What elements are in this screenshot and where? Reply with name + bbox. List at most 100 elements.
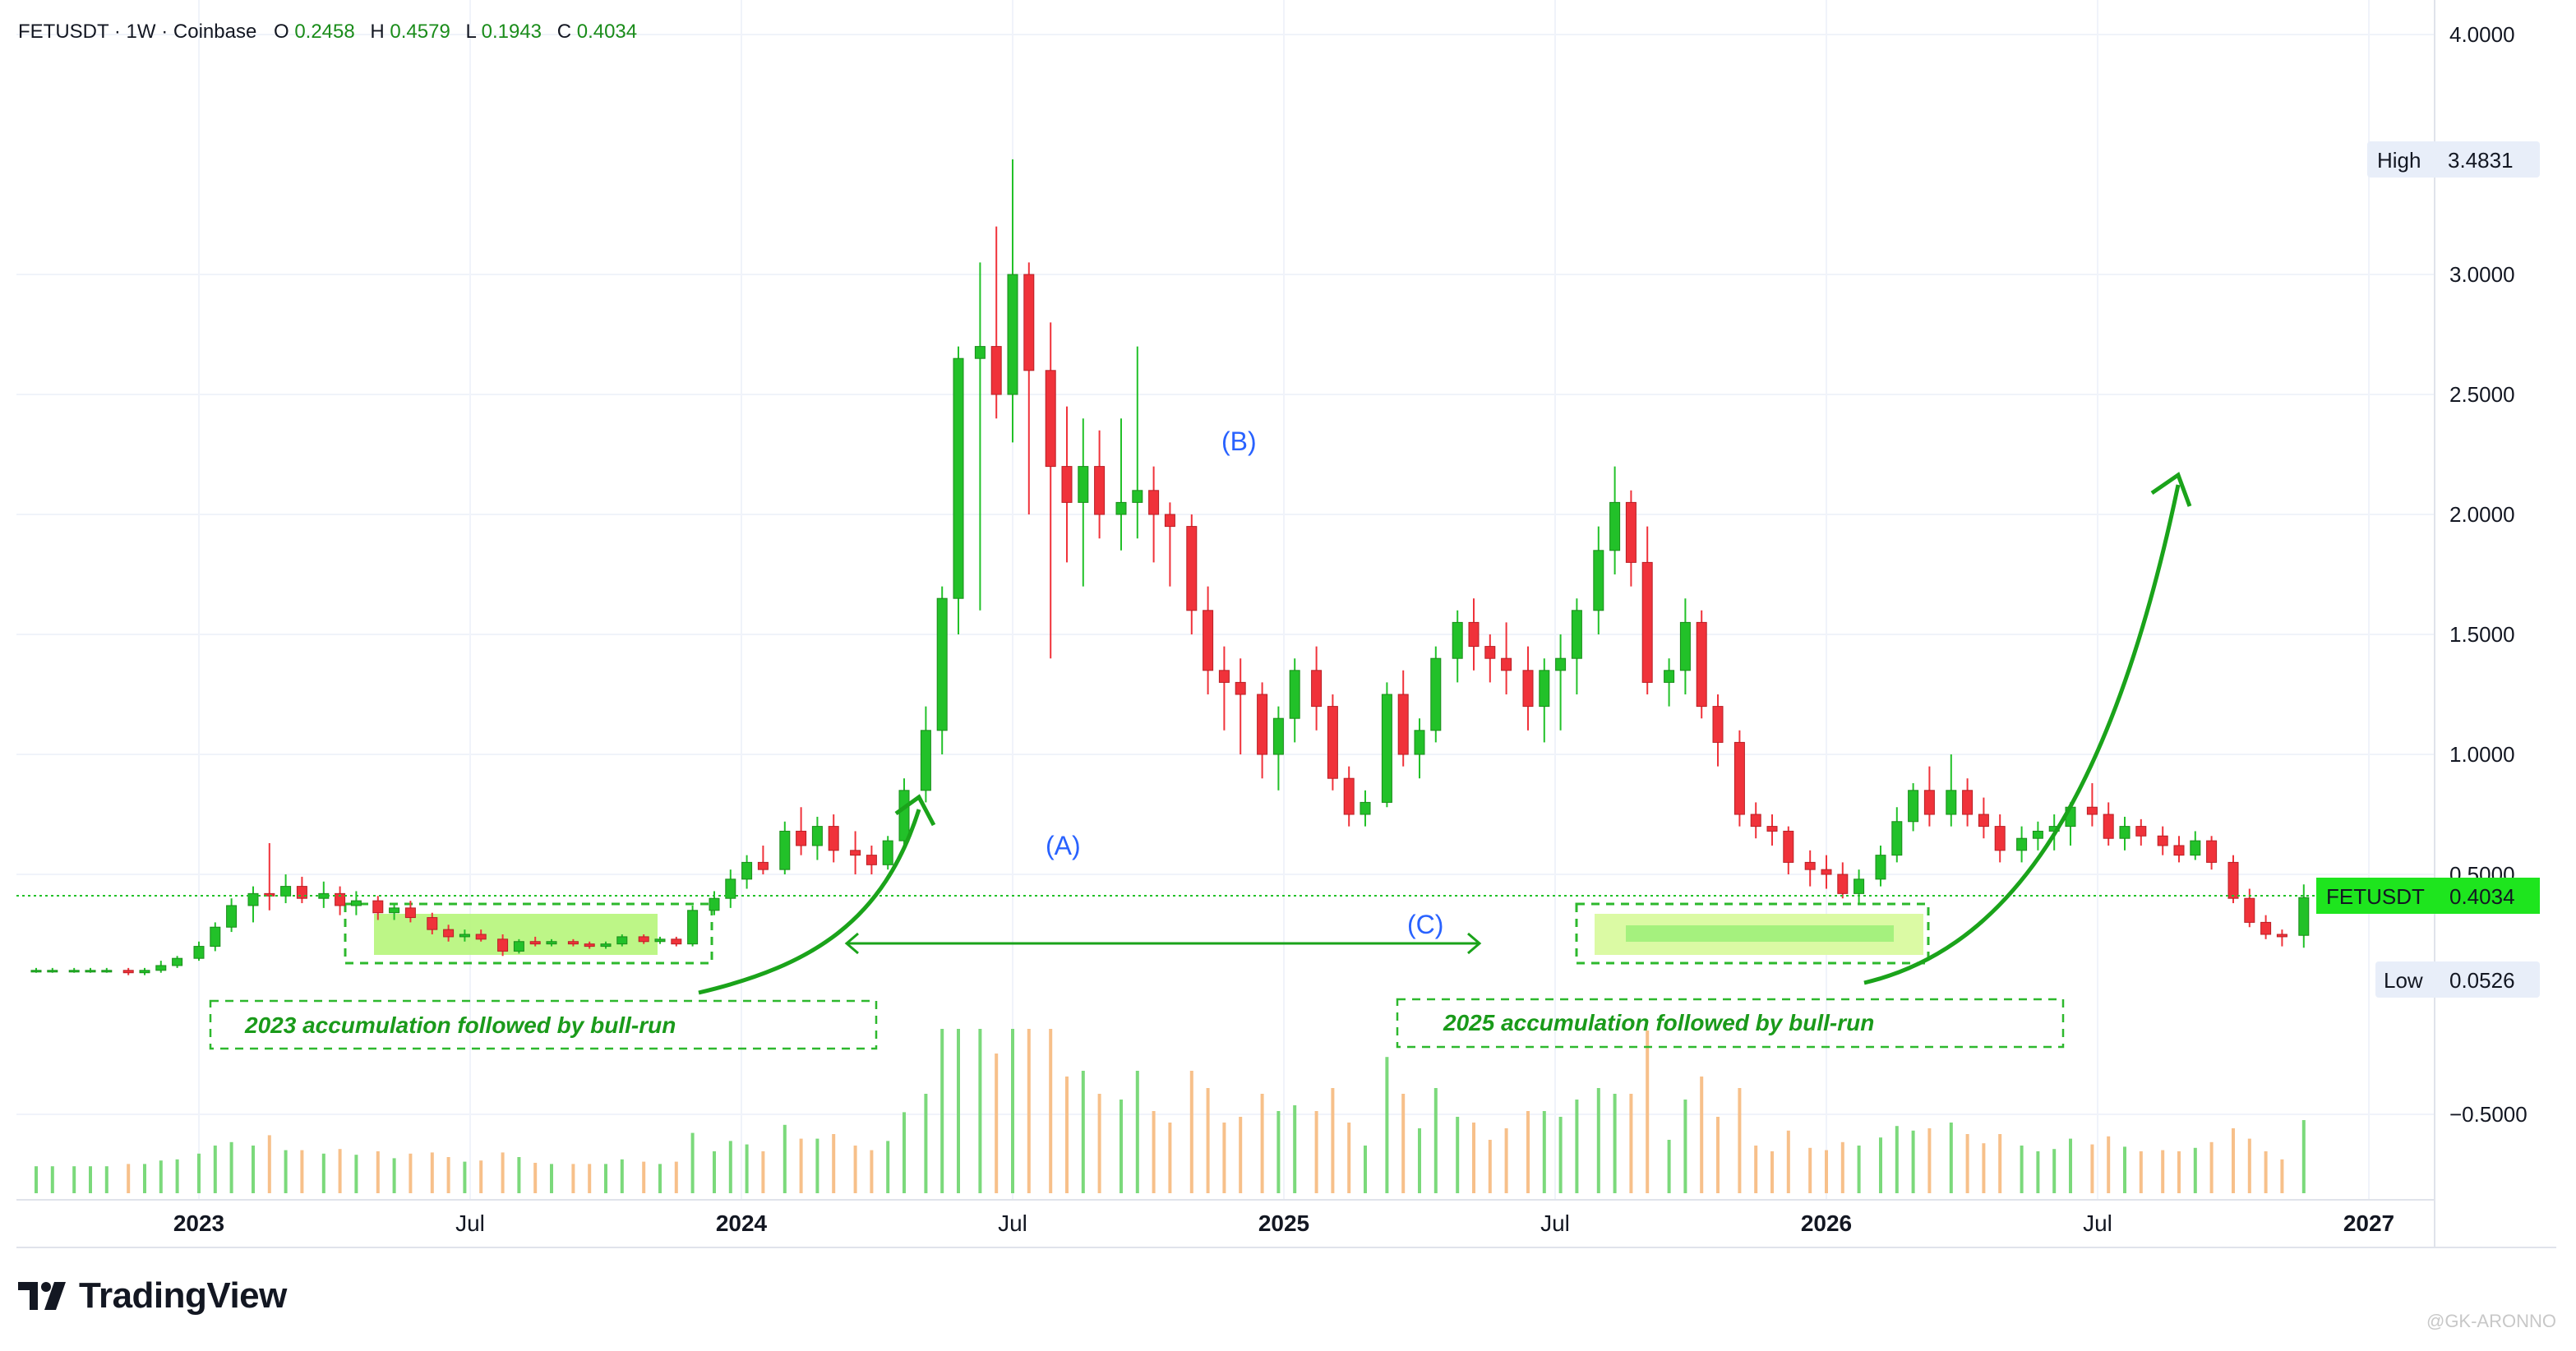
candle: [1272, 706, 1284, 791]
candle-body: [2086, 806, 2098, 815]
candle: [475, 929, 487, 942]
candle: [1593, 526, 1604, 634]
volume-bar: [1401, 1094, 1406, 1193]
note-box-2025: [1396, 998, 2065, 1049]
volume-bar: [1119, 1100, 1123, 1193]
time-tick-label: Jul: [2083, 1210, 2112, 1236]
volume-bar: [1488, 1140, 1492, 1193]
candle-body: [1484, 646, 1496, 659]
candle: [779, 821, 791, 874]
volume-bar: [1027, 1029, 1031, 1193]
candle-body: [2206, 840, 2218, 863]
candle-body: [1609, 501, 1621, 551]
candle-body: [796, 830, 807, 846]
candle: [953, 346, 964, 634]
candle: [1821, 855, 1832, 889]
volume-bar: [1276, 1111, 1281, 1193]
candle: [671, 936, 682, 947]
candle: [1891, 807, 1903, 863]
candle: [2260, 915, 2272, 939]
candle-body: [725, 878, 736, 899]
candle-body: [2157, 835, 2168, 846]
candle-body: [443, 929, 455, 938]
candle-body: [247, 892, 259, 906]
tradingview-wordmark: TradingView: [79, 1275, 287, 1316]
candle-body: [600, 943, 612, 948]
candle-body: [1186, 526, 1198, 611]
tradingview-logo[interactable]: TradingView: [18, 1275, 287, 1316]
candle-body: [1923, 790, 1935, 815]
high-badge: High 3.4831: [2367, 141, 2540, 178]
candle: [1164, 502, 1175, 587]
candle-body: [2298, 897, 2310, 936]
candle-body: [1641, 561, 1653, 683]
candle-body: [1664, 670, 1675, 683]
curved-arrow-2023: [698, 794, 936, 995]
volume-bar: [1097, 1094, 1101, 1193]
volume-bar: [1613, 1094, 1617, 1193]
candle-body: [529, 941, 541, 945]
candle-body: [85, 970, 96, 973]
volume-bar: [321, 1153, 325, 1193]
volume-bar: [1596, 1088, 1600, 1193]
volume-bar: [50, 1166, 54, 1193]
candle-body: [936, 597, 948, 731]
candle: [1257, 682, 1268, 779]
candle: [372, 896, 384, 920]
candle: [101, 967, 113, 973]
candle-body: [1078, 466, 1089, 503]
note-box-2023: [209, 999, 878, 1050]
time-tick-label: Jul: [1540, 1210, 1570, 1236]
low-key: L: [465, 21, 476, 43]
volume-bar: [1189, 1071, 1193, 1193]
volume-bar: [674, 1161, 678, 1193]
note-2023: 2023 accumulation followed by bull-run: [244, 1012, 676, 1038]
volume-bar: [2301, 1120, 2306, 1193]
time-axis[interactable]: [16, 1199, 2556, 1248]
candle: [1766, 814, 1778, 846]
candle: [529, 936, 541, 947]
symbol-label: FETUSDT · 1W · Coinbase: [18, 21, 256, 43]
candle: [2135, 818, 2147, 846]
candle-body: [350, 900, 362, 906]
volume-bar: [1911, 1130, 1915, 1193]
candle-body: [654, 938, 666, 943]
zone-2025-outer: [1575, 902, 1930, 965]
candle-body: [1733, 741, 1745, 815]
candle: [2190, 831, 2201, 860]
candle-body: [779, 830, 791, 870]
candle: [193, 941, 205, 961]
candle-body: [2016, 837, 2028, 851]
candle: [725, 869, 736, 908]
candle-body: [1397, 694, 1409, 755]
volume-bar: [2209, 1141, 2214, 1193]
time-tick-label: Jul: [455, 1210, 485, 1236]
candle-body: [1679, 621, 1691, 671]
candle: [1679, 598, 1691, 694]
candle-body: [1045, 370, 1056, 468]
volume-bar: [1472, 1123, 1475, 1193]
candle-body: [1908, 790, 1919, 823]
volume-bar: [1770, 1151, 1774, 1193]
candle: [1452, 610, 1463, 683]
candle-body: [1555, 657, 1567, 671]
volume-bar: [1542, 1111, 1546, 1193]
volume-bar: [957, 1029, 960, 1193]
volume-bar: [1314, 1111, 1318, 1193]
candle-body: [122, 970, 134, 974]
candle: [85, 967, 96, 973]
volume-bar: [501, 1152, 505, 1193]
volume-bar: [782, 1124, 787, 1193]
zone-2025-inner: [1626, 925, 1894, 942]
volume-bar: [1879, 1137, 1882, 1193]
candle-body: [372, 900, 384, 914]
volume-bar: [2020, 1146, 2024, 1193]
volume-bar: [1239, 1117, 1243, 1193]
volume-bar: [1206, 1088, 1210, 1193]
volume-bar: [1857, 1146, 1861, 1193]
candle-body: [2276, 934, 2287, 938]
candle-body: [475, 934, 487, 940]
candle: [1148, 466, 1160, 563]
